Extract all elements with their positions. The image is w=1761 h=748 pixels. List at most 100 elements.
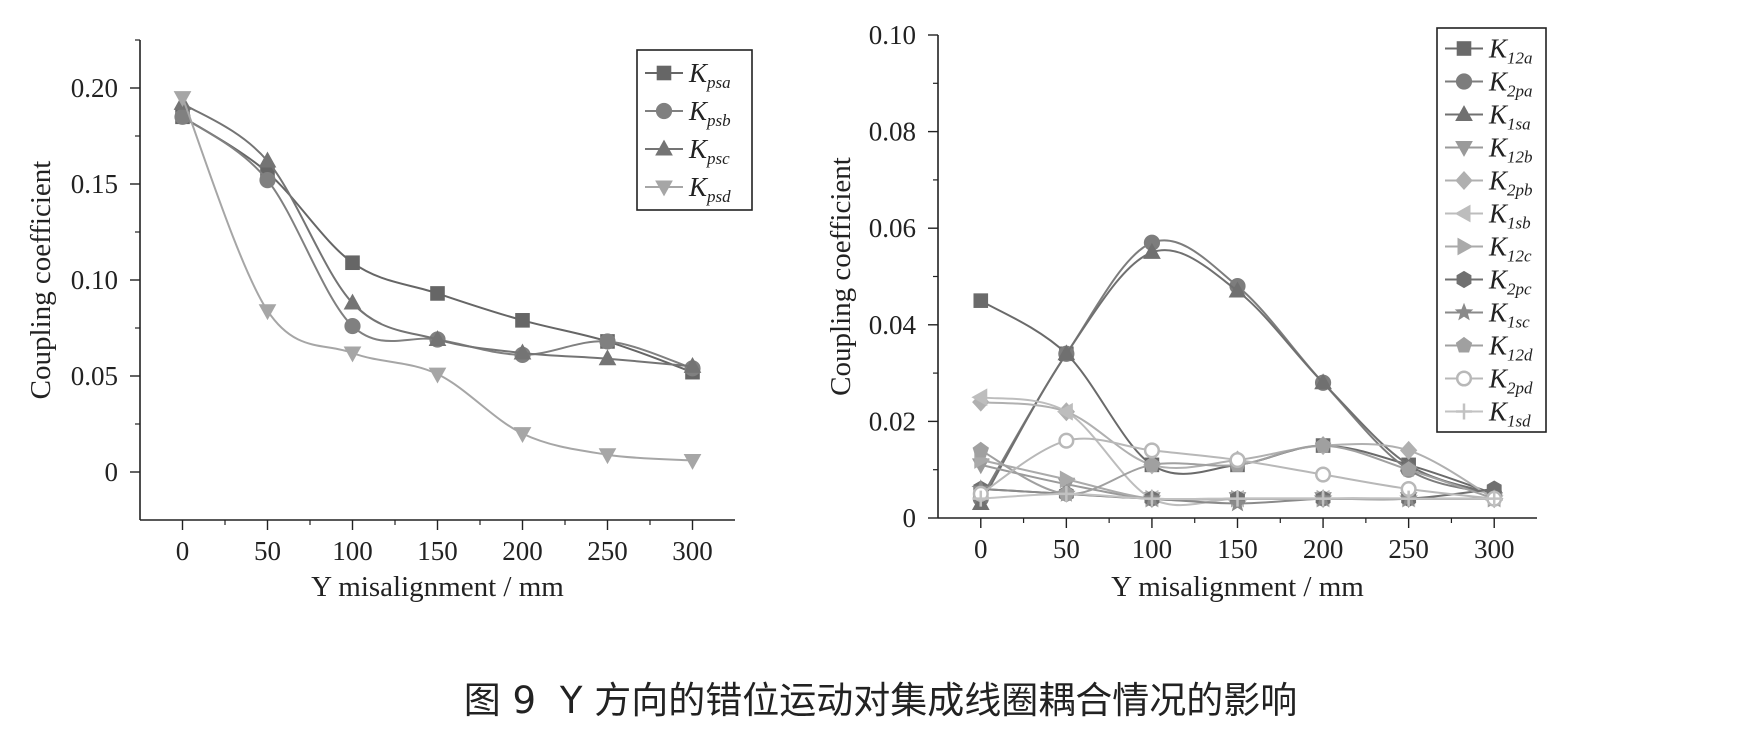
figure-caption: 图 9 Y 方向的错位运动对集成线圈耦合情况的影响: [0, 670, 1761, 724]
legend-marker-12a: [1456, 41, 1472, 56]
x-tick-label: 100: [1132, 534, 1173, 564]
legend-label-1sc: K1sc: [1488, 298, 1530, 332]
data-point-12d: [1314, 436, 1332, 453]
x-tick-label: 300: [1474, 534, 1515, 564]
series-psd: [173, 91, 702, 470]
legend-label-psa: Kpsa: [688, 58, 731, 92]
x-axis-label: Y misalignment / mm: [1111, 571, 1364, 603]
series-line-psc: [181, 102, 693, 368]
figure-number: 图 9: [463, 679, 537, 722]
legend-marker-2pa: [1455, 73, 1473, 90]
y-tick-label: 0.10: [71, 265, 118, 295]
legend-box: [636, 49, 753, 211]
data-point-psd: [598, 448, 617, 465]
legend-label-psd: Kpsd: [688, 172, 731, 206]
y-tick-label: 0: [105, 457, 119, 487]
legend-label-2pd: K2pd: [1488, 364, 1533, 398]
legend: K12aK2paK1saK12bK2pbK1sbK12cK2pcK1scK12d…: [1436, 27, 1547, 433]
x-tick-label: 50: [1053, 534, 1080, 564]
legend-label-psb: Kpsb: [688, 96, 731, 130]
legend-label-psc: Kpsc: [688, 134, 730, 168]
data-point-2pd: [1315, 466, 1332, 483]
data-point-1sd: [1315, 490, 1332, 507]
data-point-1sd: [1486, 490, 1503, 507]
legend-marker-2pd: [1455, 370, 1473, 387]
legend-label-1sa: K1sa: [1488, 100, 1531, 134]
data-point-2pd: [1058, 432, 1075, 449]
data-point-1sa: [1057, 344, 1076, 361]
legend-label-12d: K12d: [1488, 331, 1533, 365]
data-point-psc: [598, 349, 617, 366]
legend-label-12c: K12c: [1488, 232, 1532, 266]
data-point-1sd: [972, 490, 989, 507]
y-tick-label: 0.05: [71, 361, 118, 391]
data-point-1sa: [1314, 373, 1332, 390]
data-point-psd: [513, 427, 532, 444]
x-tick-label: 200: [502, 536, 543, 566]
data-point-psc: [428, 330, 447, 347]
legend-marker-1sa: [1455, 105, 1473, 121]
y-tick-label: 0.06: [869, 213, 916, 243]
x-tick-label: 0: [974, 534, 988, 564]
y-axis-label: Coupling coefficient: [25, 161, 57, 400]
x-tick-label: 150: [417, 536, 458, 566]
legend-marker-12c: [1457, 237, 1474, 256]
data-point-12c: [1059, 470, 1076, 489]
data-point-psb: [599, 333, 616, 350]
x-tick-label: 200: [1303, 534, 1344, 564]
legend-label-2pb: K2pb: [1488, 166, 1533, 200]
x-tick-label: 250: [1388, 534, 1429, 564]
data-point-psa: [345, 255, 360, 271]
x-axis-label: Y misalignment / mm: [311, 571, 564, 603]
chart-right: 0 50 100 150 200 250 300 0 0.02 0.04 0.06 0.08 0.10 Y…: [825, 20, 1547, 603]
y-tick-label: 0.10: [869, 20, 916, 50]
data-point-psa: [430, 286, 445, 301]
x-tick-label: 300: [672, 536, 713, 566]
legend-marker-psc: [655, 139, 673, 156]
legend-marker-12d: [1455, 336, 1473, 353]
data-point-12d: [1143, 456, 1161, 472]
data-point-1sa: [1143, 242, 1161, 259]
legend-label-12a: K12a: [1488, 34, 1533, 68]
y-tick-label: 0.20: [71, 73, 118, 103]
data-point-psa: [515, 313, 530, 328]
legend-marker-1sc: [1454, 302, 1474, 321]
y-tick-label: 0.04: [869, 310, 917, 340]
y-tick-label: 0.15: [71, 169, 118, 199]
data-point-psc: [683, 356, 702, 373]
data-point-1sd: [1400, 490, 1417, 507]
y-tick-label: 0: [903, 503, 917, 533]
legend-marker-psd: [655, 180, 673, 197]
data-point-1sd: [1143, 490, 1160, 507]
series-line-1sa: [979, 249, 1495, 504]
legend-label-2pa: K2pa: [1488, 67, 1533, 101]
legend-label-2pc: K2pc: [1488, 265, 1532, 299]
data-point-psb: [344, 317, 361, 335]
x-tick-label: 0: [176, 536, 190, 566]
x-tick-label: 50: [254, 536, 281, 566]
data-point-psc: [258, 151, 277, 168]
series-psc: [173, 93, 702, 373]
data-point-1sd: [1058, 485, 1075, 502]
legend-marker-psa: [656, 65, 672, 81]
data-point-1sd: [1229, 490, 1246, 507]
data-point-1sb: [1056, 402, 1073, 421]
data-point-2pb: [1399, 440, 1418, 460]
legend-marker-psb: [655, 102, 673, 120]
y-tick-label: 0.02: [869, 406, 916, 436]
legend: Kpsa Kpsb Kpsc Kpsd: [636, 49, 753, 211]
y-tick-label: 0.08: [869, 117, 916, 147]
y-axis-label: Coupling coefficient: [825, 157, 857, 396]
x-tick-label: 100: [332, 536, 373, 566]
data-point-psd: [173, 91, 192, 108]
data-point-12d: [1400, 461, 1417, 477]
legend-marker-1sb: [1454, 204, 1471, 223]
data-point-12d: [972, 441, 989, 458]
data-point-2pd: [1143, 442, 1160, 459]
data-point-psb: [259, 172, 276, 189]
data-point-1sb: [971, 388, 988, 407]
data-point-psd: [343, 346, 362, 363]
figure-caption-text: Y 方向的错位运动对集成线圈耦合情况的影响: [559, 679, 1298, 722]
x-tick-label: 150: [1217, 534, 1258, 564]
legend-marker-2pb: [1455, 170, 1473, 191]
